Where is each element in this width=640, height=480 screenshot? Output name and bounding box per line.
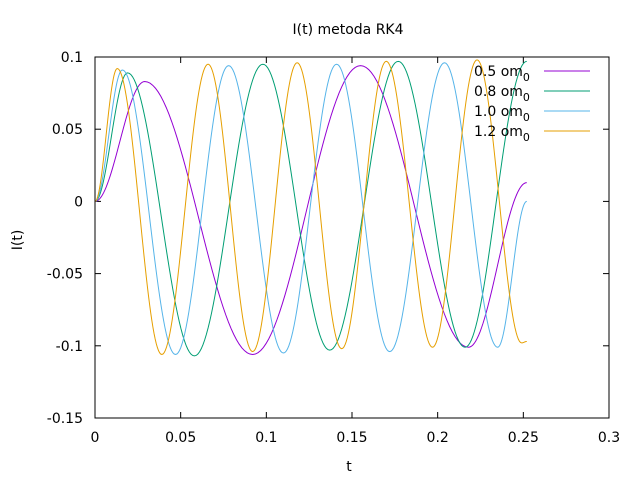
chart-title: I(t) metoda RK4 bbox=[292, 22, 403, 38]
x-tick-label: 0.25 bbox=[508, 430, 539, 446]
x-tick-label: 0.3 bbox=[598, 430, 620, 446]
x-tick-label: 0.15 bbox=[336, 430, 367, 446]
x-tick-label: 0.2 bbox=[427, 430, 449, 446]
x-tick-label: 0.05 bbox=[165, 430, 196, 446]
x-tick-label: 0.1 bbox=[255, 430, 277, 446]
y-tick-label: -0.05 bbox=[47, 267, 83, 283]
plot-frame bbox=[94, 56, 610, 419]
series-line-2 bbox=[94, 60, 527, 357]
y-axis-label: I(t) bbox=[10, 230, 26, 251]
plot-series bbox=[94, 59, 527, 357]
y-tick-label: 0.1 bbox=[61, 50, 83, 66]
y-tick-label: -0.1 bbox=[56, 339, 83, 355]
series-line-4 bbox=[94, 59, 527, 355]
x-tick-label: 0 bbox=[91, 430, 100, 446]
legend-label: 0.8 om0 bbox=[474, 84, 530, 104]
y-tick-label: -0.15 bbox=[47, 411, 83, 427]
y-tick-label: 0 bbox=[74, 194, 83, 210]
legend-label: 1.2 om0 bbox=[474, 124, 530, 144]
axis-ticks: 0 0.05 0.1 0.15 0.2 0.25 0.3 -0.15 -0.1 -0.05 0 0.0… bbox=[47, 50, 620, 446]
y-tick-label: 0.05 bbox=[52, 122, 83, 138]
series-line-3 bbox=[94, 62, 527, 355]
legend-label: 0.5 om0 bbox=[474, 64, 530, 84]
series-line-1 bbox=[94, 65, 527, 355]
legend-label: 1.0 om0 bbox=[474, 104, 530, 124]
x-axis-label: t bbox=[346, 459, 352, 475]
